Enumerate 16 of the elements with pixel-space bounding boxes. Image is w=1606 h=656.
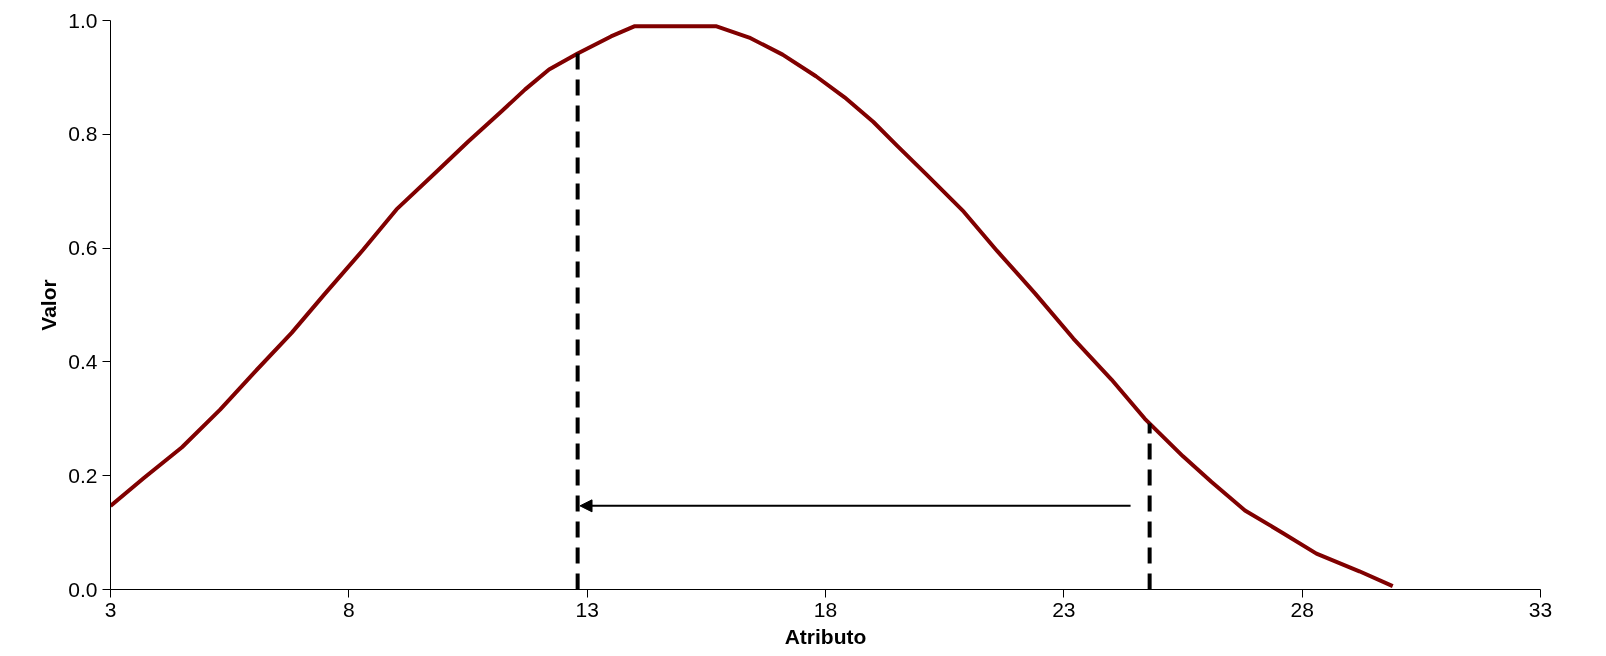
x-tick-label: 8 — [342, 597, 355, 621]
y-tick-label: 0.4 — [68, 349, 98, 373]
x-tick-label: 13 — [575, 597, 599, 621]
x-tick-label: 3 — [104, 597, 117, 621]
y-tick-label: 1.0 — [68, 8, 98, 32]
y-axis-title: Valor — [37, 279, 61, 331]
x-tick-label: 33 — [1528, 597, 1553, 621]
x-tick-label: 18 — [813, 597, 838, 621]
line-series — [110, 24, 1395, 589]
y-tick-label: 0.6 — [68, 236, 98, 260]
y-tick-label: 0.8 — [68, 122, 98, 146]
y-tick-label: 0.2 — [68, 463, 98, 487]
x-axis-title: Atributo — [784, 624, 867, 648]
y-tick-label: 0.0 — [68, 577, 98, 601]
x-tick-label: 23 — [1052, 597, 1076, 621]
x-tick-label: 28 — [1290, 597, 1314, 621]
